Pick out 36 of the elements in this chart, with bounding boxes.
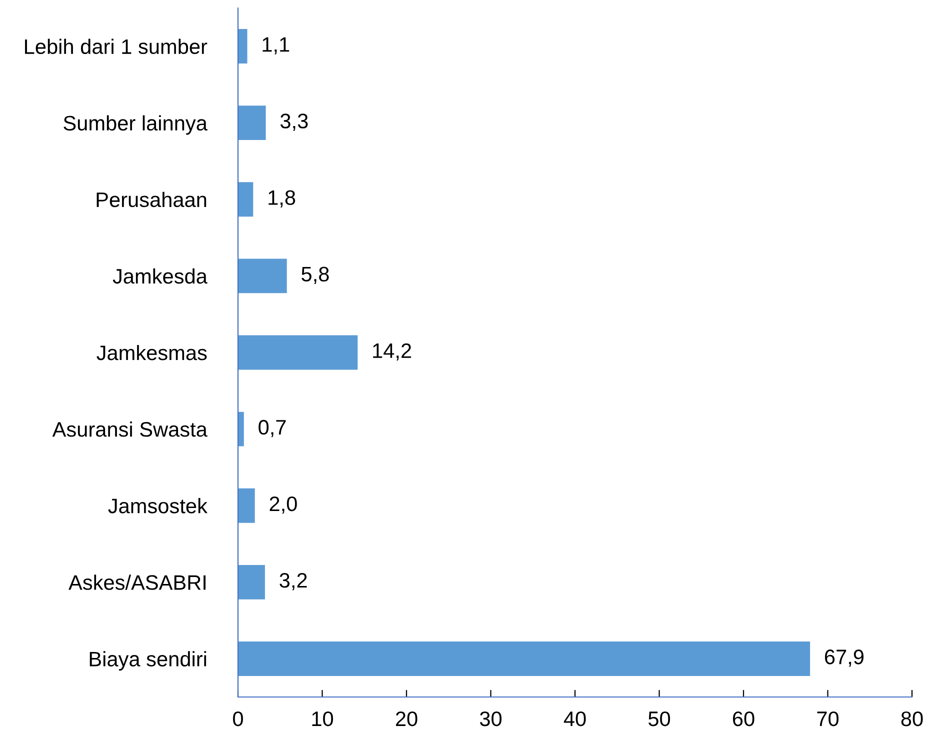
x-tick-label: 30: [480, 711, 502, 726]
y-tick-label: Asuransi Swasta: [52, 422, 208, 437]
bar: [238, 182, 254, 217]
data-label: 3,3: [280, 114, 308, 131]
data-label: 2,0: [270, 496, 297, 514]
y-tick-label: Lebih dari 1 sumber: [25, 38, 208, 54]
bar: [238, 258, 287, 294]
y-tick-label: Jamsostek: [108, 498, 208, 514]
x-tick-label: 10: [312, 711, 334, 726]
data-label: 1,8: [268, 190, 296, 208]
x-tick-label: 60: [732, 711, 754, 726]
bar: [238, 564, 265, 600]
bar: [238, 29, 248, 64]
bar: [238, 335, 358, 370]
y-tick-label: Askes/ASABRI: [68, 574, 206, 590]
x-tick-label: 80: [901, 711, 923, 726]
y-tick-label: Jamkesda: [112, 268, 208, 284]
bar: [238, 106, 266, 140]
data-label: 14,2: [373, 343, 412, 361]
x-tick-label: 40: [564, 711, 586, 726]
x-tick-label: 50: [648, 711, 670, 726]
bar: [238, 488, 255, 523]
x-tick-label: 20: [396, 711, 418, 726]
x-tick-label: 0: [233, 711, 243, 726]
y-tick-label: Sumber lainnya: [64, 115, 208, 135]
y-tick-label: Biaya sendiri: [90, 651, 206, 671]
bar: [238, 641, 810, 676]
data-label: 0,7: [258, 420, 286, 438]
data-label: 3,2: [280, 573, 307, 590]
y-tick-label: Jamkesmas: [96, 344, 207, 360]
data-label: 67,9: [825, 650, 864, 667]
x-tick-label: 70: [817, 711, 839, 726]
y-tick-label: Perusahaan: [96, 192, 206, 208]
data-label: 5,8: [302, 266, 329, 284]
bar: [238, 412, 244, 446]
data-label: 1,1: [262, 37, 290, 54]
